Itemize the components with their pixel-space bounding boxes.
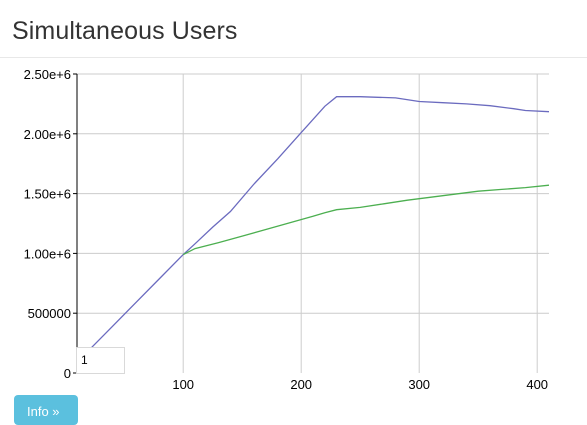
x-tick-label: 100 [172,377,194,392]
series-line-2 [182,184,550,256]
series-line-1 [88,96,550,351]
y-tick-label: 500000 [28,306,71,321]
y-tick-label: 2.00e+6 [24,127,71,142]
tick-label-layer: 0 500000 1.00e+6 1.50e+6 2.00e+6 2.50e+6 100 20… [24,67,548,392]
y-tick-label: 1.00e+6 [24,246,71,261]
series-layer [88,96,550,351]
page-title: Simultaneous Users [12,17,238,45]
x-tick-label: 400 [526,377,548,392]
simultaneous-users-chart: 0 500000 1.00e+6 1.50e+6 2.00e+6 2.50e+6 100 20… [24,67,550,392]
title-divider [0,57,587,58]
info-button[interactable]: Info » [14,395,78,425]
x-tick-label: 300 [408,377,430,392]
value-tooltip: 1 [76,347,125,374]
axis-layer [73,73,78,374]
x-tick-label: 200 [290,377,312,392]
grid-layer [77,73,549,373]
y-tick-label: 0 [64,366,71,381]
y-tick-label: 1.50e+6 [24,187,71,202]
y-tick-label: 2.50e+6 [24,67,71,82]
